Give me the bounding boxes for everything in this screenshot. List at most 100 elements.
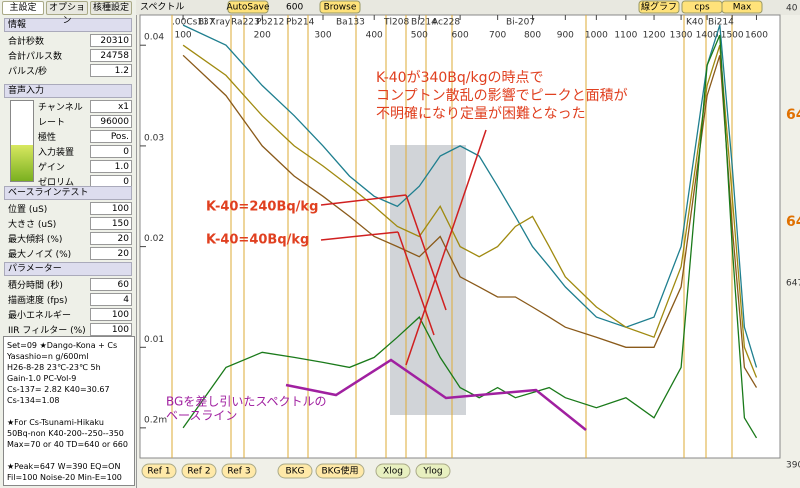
field-label: 位置 (uS) <box>8 205 48 215</box>
field-value: 96000 <box>90 115 132 128</box>
button[interactable] <box>415 463 451 479</box>
x-tick-label: 500 <box>411 31 428 41</box>
button-label: Ylog <box>422 467 442 477</box>
left-panel: 情報 合計秒数 20310 合計パルス数 24758 パルス/秒 1.2 音声入力 チャンネル x… <box>0 0 137 488</box>
side-value: 40 <box>786 4 798 14</box>
nuclide-label: Tl208 <box>383 18 409 28</box>
field-value: 1.2 <box>90 64 132 77</box>
spectrum-view: 100 200 300 400 500 600 700 800 900 1000 1100 1200 1… <box>136 0 800 479</box>
nuclide-label: Pb214 <box>286 18 315 28</box>
button[interactable] <box>181 463 217 479</box>
toolbar-text: 線グラフ <box>641 1 677 13</box>
field-label: 入力装置 <box>38 148 75 158</box>
tab[interactable]: オプション <box>46 1 88 26</box>
x-tick-label: 700 <box>489 31 506 41</box>
button[interactable] <box>315 463 365 479</box>
button-label: Ref 3 <box>227 467 250 477</box>
x-tick-label: 1300 <box>670 31 693 41</box>
level-meter <box>10 100 34 182</box>
field-label: パルス/秒 <box>8 67 48 77</box>
button-label: Xlog <box>383 467 403 477</box>
annotation: コンプトン散乱の影響でピークと面積が <box>376 87 628 104</box>
toolbar-button[interactable] <box>638 0 680 14</box>
field-label: 描画速度 (fps) <box>8 296 68 306</box>
button[interactable] <box>141 463 177 479</box>
x-tick-label: 600 <box>452 31 469 41</box>
annotation: BGを差し引いたスペクトルの <box>166 395 326 409</box>
highlight-region <box>390 145 466 415</box>
field-value: 20310 <box>90 34 132 47</box>
nuclide-label: .00Cs137 <box>172 18 214 28</box>
side-value: 647 <box>786 279 800 289</box>
toolbar-button[interactable] <box>721 0 763 14</box>
panel-title: ベースラインテスト <box>4 186 132 200</box>
nuclide-label: Bi Xray <box>198 18 231 28</box>
toolbar-button[interactable] <box>319 0 361 14</box>
field-value: 1.0 <box>90 160 132 173</box>
note-line: 50Bq-non K40-200--250--350 <box>7 429 124 438</box>
nuclide-label: Bi214 <box>708 18 734 28</box>
toolbar-button[interactable] <box>227 0 269 14</box>
x-tick-label: 1100 <box>614 31 637 41</box>
field-label: チャンネル <box>38 103 83 113</box>
spectrum-line <box>182 54 758 388</box>
button[interactable] <box>277 463 313 479</box>
baseline-annotation <box>285 358 587 431</box>
field-value: 100 <box>90 308 132 321</box>
y-tick-label: 0.2m <box>144 415 167 425</box>
field-value: 0 <box>90 145 132 158</box>
panel-title: パラメーター <box>4 262 132 276</box>
note-line: ★For Cs-Tsunami-Hikaku <box>7 418 104 427</box>
field-value: 60 <box>90 278 132 291</box>
tab[interactable]: 主設定 <box>2 1 44 15</box>
side-value: 640 <box>786 214 800 230</box>
annotation-arrows <box>320 129 487 366</box>
annotation: K-40が340Bq/kgの時点で <box>376 70 544 86</box>
y-tick-label: 0.02 <box>144 234 164 244</box>
annotation: 不明確になり定量が困難となった <box>376 106 586 122</box>
field-label: 極性 <box>38 133 57 143</box>
spectrum-line <box>182 24 758 368</box>
field-label: ゼロリム <box>38 178 75 188</box>
button[interactable] <box>375 463 411 479</box>
y-tick-label: 0.04 <box>144 33 164 43</box>
field-label: IIR フィルター (%) <box>8 326 86 336</box>
button-label: BKG使用 <box>321 465 358 477</box>
field-value: 100 <box>90 323 132 336</box>
toolbar-text: 600 <box>286 3 303 13</box>
y-tick-label: 0.03 <box>144 133 164 143</box>
notes-box: Set=09 ★Dango-Kona + Cs Yasashio=n g/600m… <box>3 336 135 486</box>
note-line: H26-8-28 23℃-23℃ 5h <box>7 363 101 372</box>
field-label: 最小エネルギー <box>8 311 72 321</box>
field-label: 合計パルス数 <box>8 52 63 62</box>
nuclide-label: Bi-207 <box>506 18 535 28</box>
toolbar-text: Browse <box>324 3 357 13</box>
tab[interactable]: 核種設定 <box>90 1 132 15</box>
nuclide-label: Bi214 <box>411 18 437 28</box>
field-label: 積分時間 (秒) <box>8 281 63 291</box>
nuclide-label: Ac228 <box>432 18 460 28</box>
note-line: Gain-1.0 PC-Vol-9 <box>7 374 77 383</box>
field-label: 合計秒数 <box>8 37 45 47</box>
note-line: Fil=100 Noise-20 Min-E=100 <box>7 473 122 482</box>
note-line: Max=70 or 40 TD=640 or 660 <box>7 440 128 449</box>
field-label: 最大ノイズ (%) <box>8 250 72 260</box>
annotation: K-40=240Bq/kg <box>206 200 318 215</box>
field-value: 20 <box>90 247 132 260</box>
x-tick-label: 1500 <box>721 31 744 41</box>
field-value: 150 <box>90 217 132 230</box>
nuclide-label: Ra223 <box>231 18 260 28</box>
side-value: 640 <box>786 107 800 123</box>
field-value: 4 <box>90 293 132 306</box>
field-value: Pos. <box>90 130 132 143</box>
button[interactable] <box>221 463 257 479</box>
field-value: 20 <box>90 232 132 245</box>
x-tick-label: 800 <box>524 31 541 41</box>
panel-title: 情報 <box>4 18 132 32</box>
toolbar-text: スペクトル <box>140 2 184 13</box>
toolbar-text: AutoSave <box>227 3 270 13</box>
toolbar <box>136 0 800 15</box>
panel-title: 音声入力 <box>4 84 132 98</box>
field-value: 100 <box>90 202 132 215</box>
